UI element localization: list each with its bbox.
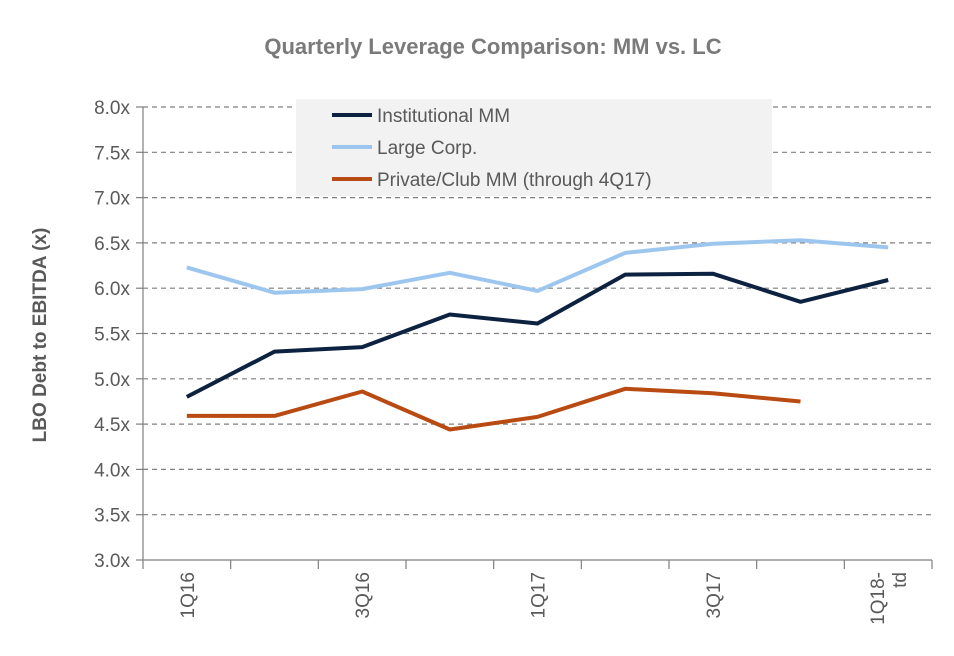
y-tick-label: 6.5x	[94, 234, 130, 255]
x-tick-label: 1Q18-	[868, 572, 889, 625]
series-line-2	[186, 386, 801, 432]
y-tick-label: 5.0x	[94, 370, 130, 391]
series-lines	[185, 238, 889, 432]
series-line-1	[186, 238, 889, 295]
legend-label-2: Private/Club MM (through 4Q17)	[377, 170, 652, 191]
x-tick-label: 1Q17	[529, 572, 550, 618]
legend-label-0: Institutional MM	[377, 106, 510, 127]
gridlines	[143, 106, 932, 516]
y-tick-label: 4.0x	[94, 460, 130, 481]
series-line-0	[185, 271, 889, 399]
x-tick-label: td	[890, 572, 911, 588]
x-tick-label: 3Q17	[704, 572, 725, 618]
y-tick-label: 7.0x	[94, 189, 130, 210]
y-tick-label: 5.5x	[94, 325, 130, 346]
y-axis-label: LBO Debt to EBITDA (x)	[30, 228, 51, 443]
x-axis: 1Q16 3Q16 1Q17 3Q17 1Q18- td	[142, 559, 933, 625]
y-axis: 3.0x 3.5x 4.0x 4.5x 5.0x 5.5x 6.0x 6.5x 7.0x 7.5x…	[94, 98, 144, 572]
legend: Institutional MM Large Corp. Private/Club …	[296, 99, 772, 196]
legend-label-1: Large Corp.	[377, 138, 477, 159]
chart-title: Quarterly Leverage Comparison: MM vs. LC	[264, 34, 721, 59]
y-tick-label: 3.0x	[94, 551, 130, 572]
y-tick-label: 8.0x	[94, 98, 130, 119]
y-tick-label: 7.5x	[94, 143, 130, 164]
y-tick-label: 3.5x	[94, 506, 130, 527]
y-tick-label: 6.0x	[94, 279, 130, 300]
x-tick-label: 1Q16	[178, 572, 199, 618]
x-tick-label: 3Q16	[353, 572, 374, 618]
y-tick-label: 4.5x	[94, 415, 130, 436]
legend-box	[296, 99, 772, 196]
